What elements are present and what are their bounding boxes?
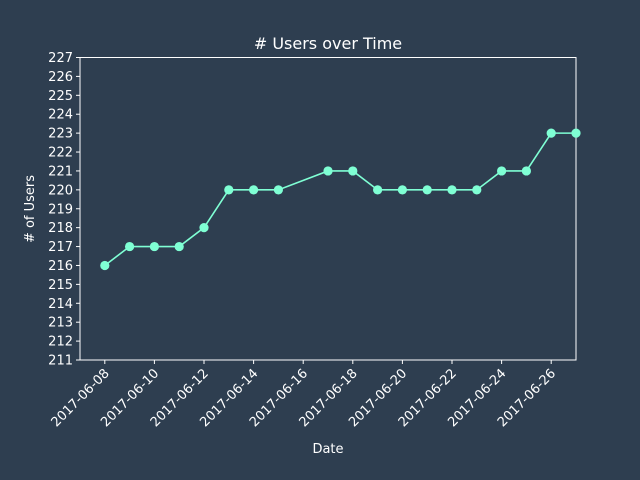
data-point [199, 223, 209, 233]
y-tick-label: 227 [48, 51, 73, 66]
y-tick-label: 224 [48, 108, 73, 123]
y-tick-label: 225 [48, 89, 73, 104]
data-point [571, 128, 581, 138]
y-tick-label: 221 [48, 164, 73, 179]
data-point [348, 166, 358, 176]
y-tick-label: 223 [48, 127, 73, 142]
y-tick-label: 226 [48, 70, 73, 85]
y-tick-label: 219 [48, 202, 73, 217]
data-point [447, 185, 457, 195]
data-point [273, 185, 283, 195]
x-axis-label: Date [312, 442, 343, 457]
data-point [497, 166, 507, 176]
y-tick-label: 217 [48, 240, 73, 255]
y-tick-label: 218 [48, 221, 73, 236]
data-point [249, 185, 259, 195]
data-point [521, 166, 532, 176]
y-axis-label: # of Users [23, 175, 38, 243]
y-tick-label: 220 [48, 183, 73, 198]
y-axis: 211 212 213 214 215 216 217 218 219 220 221 222 223 2… [48, 51, 80, 369]
data-point [149, 241, 159, 252]
plot-area-frame [79, 57, 577, 361]
data-point [397, 185, 407, 195]
y-tick-label: 212 [48, 335, 73, 350]
data-point [100, 260, 110, 271]
data-point [125, 241, 135, 252]
data-point [472, 185, 482, 195]
data-point [422, 185, 432, 195]
y-tick-label: 214 [48, 297, 73, 312]
y-tick-label: 213 [48, 316, 73, 331]
data-point [373, 185, 383, 195]
data-point [224, 185, 234, 195]
y-tick-label: 215 [48, 278, 73, 293]
y-tick-label: 216 [48, 259, 73, 274]
data-point [546, 128, 556, 138]
data-point [323, 166, 333, 176]
series-users [100, 128, 581, 271]
x-axis: 2017-06-082017-06-102017-06-122017-06-14… [49, 360, 559, 430]
y-tick-label: 211 [48, 354, 73, 369]
y-tick-label: 222 [48, 146, 73, 161]
chart-title: # Users over Time [254, 34, 402, 53]
data-point [174, 241, 184, 252]
